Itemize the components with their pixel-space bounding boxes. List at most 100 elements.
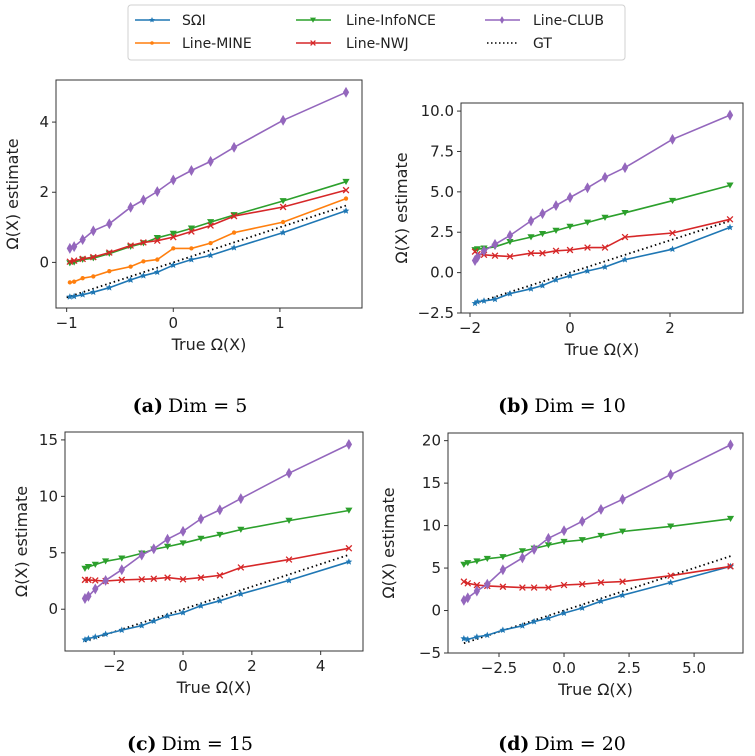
series-line-club — [471, 109, 734, 266]
subplot-a: −1 0 1 0 2 4 True Ω(X) Ω(X) estimate (a) Dim = 5 — [3, 79, 363, 417]
thin-diamond-marker — [726, 109, 734, 121]
circle-marker — [189, 246, 194, 251]
x-marker — [85, 576, 92, 584]
x-marker — [506, 253, 514, 260]
series-line — [69, 189, 347, 263]
subplot-b: −2 0 2 −2.5 0.0 2.5 5.0 7.5 10.0 True Ω(X) Ω(X) es… — [392, 102, 744, 417]
x-marker — [519, 584, 526, 591]
circle-marker — [80, 276, 85, 281]
series-s-i — [66, 207, 350, 300]
x-marker — [460, 578, 468, 585]
thin-diamond-marker — [480, 245, 488, 257]
x-tick-label: 0 — [178, 657, 188, 675]
star-marker — [578, 604, 586, 611]
triangle-down-marker — [483, 555, 491, 562]
y-tick-label: 0.0 — [430, 264, 454, 282]
x-marker — [179, 575, 187, 583]
x-marker — [342, 186, 350, 194]
x-tick-label: 1 — [275, 314, 285, 332]
thin-diamond-marker — [138, 549, 145, 561]
caption-text: Dim = 20 — [534, 733, 626, 755]
circle-marker — [231, 230, 237, 235]
legend-label: Line-CLUB — [533, 13, 604, 29]
series-line — [84, 509, 350, 570]
triangle-down-marker — [464, 560, 472, 567]
y-tick-label: −2.5 — [418, 304, 454, 322]
y-tick-label: 10.0 — [421, 102, 454, 120]
circle-marker — [67, 280, 73, 285]
star-marker — [499, 626, 507, 633]
x-marker — [552, 247, 560, 255]
x-marker — [127, 242, 134, 249]
triangle-down-marker — [279, 198, 287, 205]
star-marker — [560, 609, 568, 616]
circle-marker — [150, 41, 154, 45]
star-marker — [66, 293, 74, 300]
star-marker — [519, 622, 526, 629]
thin-diamond-marker — [473, 585, 481, 597]
x-marker — [726, 215, 734, 223]
triangle-down-marker — [527, 234, 535, 241]
triangle-down-marker — [621, 209, 629, 217]
star-marker — [584, 267, 591, 274]
legend-item: SΩI — [135, 13, 206, 29]
legend-item: GT — [487, 36, 552, 52]
y-tick-label: 0 — [431, 602, 441, 620]
thin-diamond-marker — [667, 469, 674, 481]
star-marker — [527, 285, 535, 292]
plot-area — [460, 439, 735, 645]
x-marker — [70, 257, 78, 264]
star-marker — [105, 284, 113, 291]
series-line — [474, 218, 731, 258]
star-marker — [91, 633, 99, 640]
star-marker — [188, 256, 195, 263]
series-line — [463, 565, 731, 641]
x-marker — [530, 584, 538, 591]
x-marker — [105, 249, 113, 256]
triangle-down-marker — [668, 197, 677, 204]
star-marker — [138, 622, 146, 629]
y-tick-label: 2 — [39, 183, 49, 201]
thin-diamond-marker — [279, 114, 287, 126]
y-axis-label: Ω(X) estimate — [12, 486, 31, 597]
thin-diamond-marker — [669, 133, 676, 145]
series-line — [85, 547, 350, 582]
thin-diamond-marker — [342, 86, 350, 98]
star-marker — [539, 281, 546, 289]
star-marker — [597, 597, 605, 605]
thin-diamond-marker — [471, 255, 479, 266]
star-marker — [153, 268, 161, 276]
thin-diamond-marker — [164, 533, 171, 545]
x-marker — [207, 222, 214, 229]
star-marker — [460, 635, 468, 642]
thin-diamond-marker — [530, 543, 538, 555]
x-marker — [91, 577, 99, 584]
x-marker — [727, 563, 734, 570]
thin-diamond-marker — [106, 218, 113, 230]
triangle-down-marker — [566, 223, 574, 230]
x-marker — [237, 564, 245, 571]
thin-diamond-marker — [170, 174, 177, 186]
thin-diamond-marker — [464, 592, 471, 604]
thin-diamond-marker — [154, 186, 161, 198]
x-marker — [560, 581, 568, 589]
triangle-down-marker — [597, 532, 605, 540]
x-marker — [621, 233, 629, 241]
star-marker — [545, 614, 552, 622]
caption-text: Dim = 5 — [168, 395, 247, 417]
thin-diamond-marker — [79, 234, 86, 246]
thin-diamond-marker — [566, 192, 574, 203]
star-marker — [70, 292, 78, 300]
star-marker — [197, 602, 205, 609]
subplot-caption: (d) Dim = 20 — [498, 733, 626, 755]
triangle-down-marker — [499, 554, 507, 561]
star-marker — [150, 617, 158, 624]
triangle-down-marker — [163, 543, 172, 550]
triangle-down-marker — [118, 555, 126, 562]
subplot-caption: (c) Dim = 15 — [127, 733, 253, 755]
x-marker — [140, 239, 147, 246]
triangle-down-marker — [601, 214, 609, 221]
y-tick-label: 20 — [422, 432, 441, 450]
thin-diamond-marker — [584, 182, 591, 194]
circle-marker — [128, 264, 133, 269]
